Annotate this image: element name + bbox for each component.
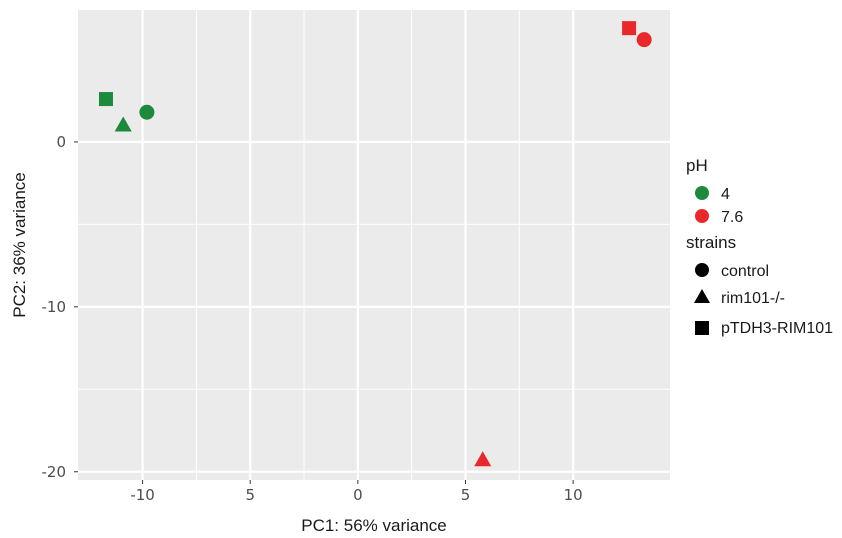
- y-tick-label: 0: [56, 133, 66, 151]
- legend-key-ptdh3-rim101: [695, 321, 709, 335]
- legend-title-strains: strains: [686, 233, 736, 252]
- point-control-ph-4: [139, 104, 155, 120]
- point-rim101--ph-7-6: [474, 451, 492, 467]
- x-axis-title: PC1: 56% variance: [301, 516, 447, 535]
- legend-key-ph-4: [695, 186, 709, 200]
- point-rim101--ph-4: [114, 116, 132, 132]
- x-tick-label: 10: [564, 486, 583, 504]
- legend-label-ph-7-6: 7.6: [721, 209, 743, 226]
- legend-label-control: control: [721, 263, 769, 280]
- point-control-ph-7-6: [636, 32, 652, 48]
- legend-label-ph-4: 4: [721, 186, 730, 203]
- plot-panel: [78, 10, 670, 480]
- legend-title-ph: pH: [686, 156, 708, 175]
- axis-ticks: -10 5 0 5 10 0 -10 -20: [42, 133, 583, 504]
- y-tick-label: -10: [42, 298, 67, 316]
- y-tick-label: -20: [42, 463, 67, 481]
- grid-lines: [78, 10, 670, 480]
- legend-key-ph-7-6: [695, 209, 709, 223]
- x-tick-label: 5: [461, 486, 471, 504]
- legend-key-rim101: [694, 289, 710, 303]
- legend-label-ptdh3-rim101: pTDH3-RIM101: [721, 320, 833, 337]
- point-ptdh3-rim101-ph-4: [98, 92, 113, 107]
- x-tick-label: -10: [130, 486, 155, 504]
- x-tick-label: 5: [245, 486, 255, 504]
- legend: pH 4 7.6 strains control rim101-/- pTDH3…: [686, 156, 833, 337]
- point-ptdh3-rim101-ph-7-6: [622, 21, 637, 36]
- data-points: [98, 21, 652, 467]
- y-axis-title: PC2: 36% variance: [10, 172, 29, 318]
- legend-label-rim101: rim101-/-: [721, 290, 785, 307]
- x-tick-label: 0: [353, 486, 363, 504]
- legend-key-control: [695, 263, 709, 277]
